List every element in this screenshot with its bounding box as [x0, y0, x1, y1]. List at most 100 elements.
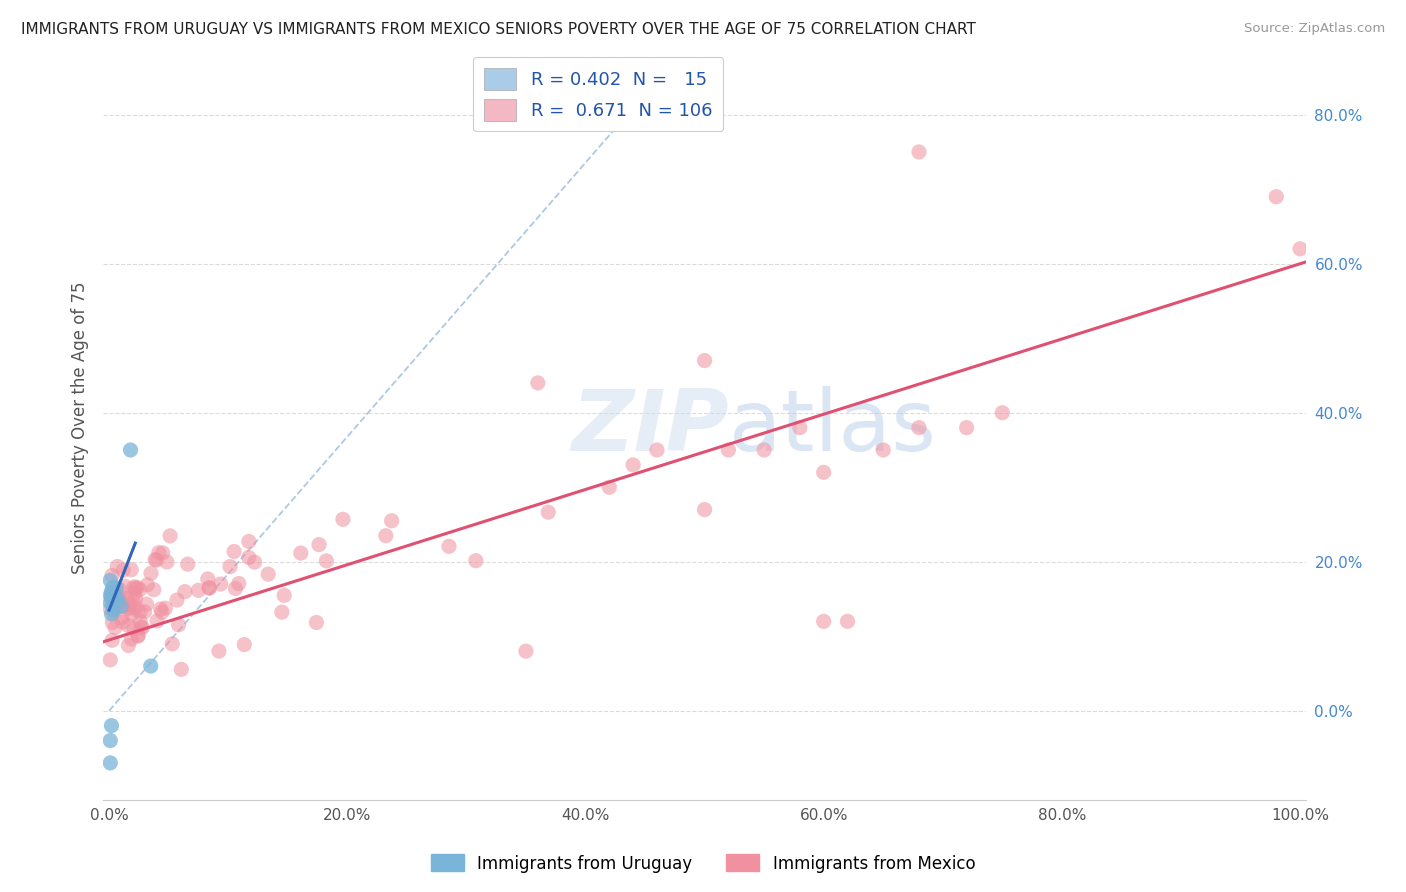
Point — [100, 607, 122, 621]
Point — [515, 644, 537, 658]
Point — [167, 617, 190, 632]
Point — [107, 590, 129, 604]
Point — [148, 546, 170, 560]
Point — [136, 578, 159, 592]
Point — [228, 576, 250, 591]
Point — [243, 555, 266, 569]
Point — [98, 733, 121, 747]
Point — [1289, 242, 1312, 256]
Y-axis label: Seniors Poverty Over the Age of 75: Seniors Poverty Over the Age of 75 — [72, 281, 89, 574]
Text: ZIP: ZIP — [571, 386, 728, 469]
Point — [110, 599, 132, 614]
Point — [98, 596, 121, 610]
Legend: R = 0.402  N =   15, R =  0.671  N = 106: R = 0.402 N = 15, R = 0.671 N = 106 — [472, 57, 723, 131]
Point — [98, 653, 121, 667]
Point — [156, 555, 179, 569]
Point — [209, 577, 232, 591]
Point — [120, 632, 142, 646]
Text: Source: ZipAtlas.com: Source: ZipAtlas.com — [1244, 22, 1385, 36]
Point — [908, 420, 931, 434]
Point — [238, 550, 260, 565]
Point — [122, 622, 145, 636]
Point — [101, 599, 124, 614]
Point — [837, 615, 859, 629]
Point — [693, 353, 716, 368]
Point — [122, 580, 145, 594]
Point — [117, 601, 139, 615]
Point — [100, 590, 122, 604]
Point — [308, 538, 330, 552]
Point — [955, 420, 977, 434]
Point — [159, 529, 181, 543]
Point — [110, 582, 132, 597]
Point — [135, 597, 157, 611]
Point — [101, 605, 124, 619]
Point — [693, 502, 716, 516]
Point — [645, 442, 668, 457]
Point — [813, 466, 835, 480]
Point — [142, 582, 165, 597]
Point — [131, 621, 153, 635]
Text: atlas: atlas — [728, 386, 936, 469]
Point — [125, 600, 148, 615]
Point — [134, 605, 156, 619]
Point — [107, 592, 129, 607]
Point — [124, 581, 146, 595]
Point — [437, 539, 460, 553]
Point — [127, 629, 149, 643]
Point — [813, 615, 835, 629]
Point — [101, 633, 124, 648]
Point — [98, 574, 121, 588]
Point — [114, 579, 136, 593]
Point — [100, 592, 122, 607]
Point — [315, 554, 337, 568]
Point — [224, 582, 246, 596]
Point — [908, 145, 931, 159]
Point — [717, 442, 740, 457]
Point — [114, 599, 136, 613]
Point — [174, 584, 197, 599]
Point — [381, 514, 404, 528]
Point — [101, 615, 124, 630]
Point — [177, 557, 200, 571]
Point — [103, 603, 125, 617]
Point — [108, 595, 131, 609]
Point — [125, 591, 148, 606]
Point — [222, 544, 245, 558]
Point — [991, 406, 1014, 420]
Point — [100, 719, 122, 733]
Point — [789, 420, 811, 434]
Point — [98, 756, 121, 770]
Point — [527, 376, 550, 390]
Legend: Immigrants from Uruguay, Immigrants from Mexico: Immigrants from Uruguay, Immigrants from… — [425, 847, 981, 880]
Point — [117, 639, 139, 653]
Point — [150, 605, 173, 619]
Point — [121, 607, 143, 622]
Point — [105, 581, 128, 595]
Point — [160, 637, 183, 651]
Point — [219, 559, 242, 574]
Point — [166, 593, 188, 607]
Point — [120, 442, 142, 457]
Point — [129, 605, 152, 619]
Point — [155, 601, 177, 615]
Point — [598, 480, 620, 494]
Point — [124, 586, 146, 600]
Point — [131, 620, 153, 634]
Point — [198, 581, 221, 595]
Point — [149, 602, 172, 616]
Point — [374, 529, 396, 543]
Point — [257, 567, 280, 582]
Point — [146, 614, 169, 628]
Point — [198, 581, 221, 595]
Point — [537, 505, 560, 519]
Point — [115, 591, 138, 606]
Point — [197, 572, 219, 586]
Text: IMMIGRANTS FROM URUGUAY VS IMMIGRANTS FROM MEXICO SENIORS POVERTY OVER THE AGE O: IMMIGRANTS FROM URUGUAY VS IMMIGRANTS FR… — [21, 22, 976, 37]
Point — [621, 458, 644, 472]
Point — [872, 442, 894, 457]
Point — [152, 546, 174, 560]
Point — [101, 581, 124, 595]
Point — [118, 598, 141, 612]
Point — [332, 512, 354, 526]
